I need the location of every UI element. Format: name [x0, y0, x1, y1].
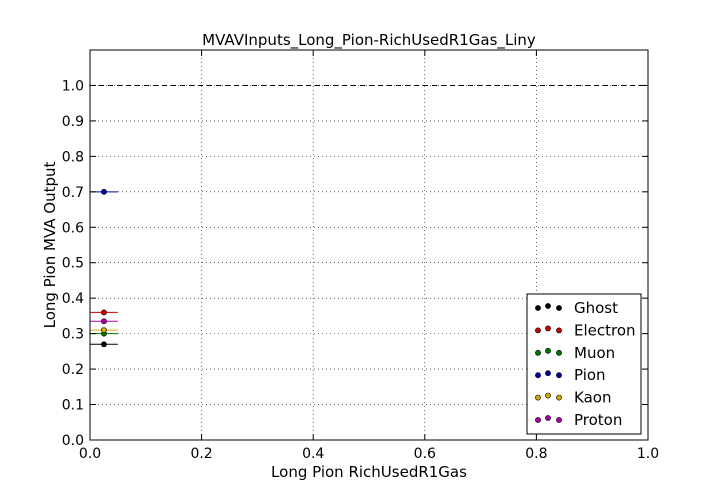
series-kaon	[90, 327, 118, 333]
y-tick-label-4: 0.4	[62, 291, 84, 307]
x-tick-label-3: 0.6	[414, 446, 436, 462]
legend-marker-electron-0	[535, 327, 541, 334]
legend-marker-muon-0	[535, 349, 541, 356]
axis-ticks: 0.0 0.2 0.4 0.6 0.8 1.0 0.0 0.1 0.2 0.3 0.4 0.5 0.6 0…	[62, 50, 659, 462]
plot-frame	[89, 49, 649, 441]
legend-marker-electron-2	[556, 327, 562, 334]
data-point-proton	[101, 318, 107, 325]
y-axis-label: Long Pion MVA Output	[41, 161, 59, 328]
legend-entry-ghost: Ghost	[535, 299, 618, 317]
y-tick-label-9: 0.9	[62, 114, 84, 130]
data-point-pion	[101, 188, 107, 195]
legend-entry-kaon: Kaon	[535, 389, 611, 407]
legend-marker-pion-0	[535, 372, 541, 379]
y-tick-label-7: 0.7	[62, 185, 84, 201]
legend-entry-muon: Muon	[535, 344, 615, 362]
legend-label-pion: Pion	[574, 366, 606, 384]
x-tick-label-1: 0.2	[190, 446, 212, 462]
legend-label-electron: Electron	[574, 321, 636, 339]
legend-box	[526, 293, 642, 435]
y-tick-label-10: 1.0	[62, 78, 84, 94]
data-point-ghost	[101, 341, 107, 348]
y-tick-label-1: 0.1	[62, 398, 84, 414]
y-tick-label-5: 0.5	[62, 256, 84, 272]
legend-marker-pion-1	[545, 370, 551, 377]
legend-label-muon: Muon	[574, 344, 615, 362]
legend-marker-proton-2	[556, 417, 562, 423]
legend-marker-electron-1	[545, 325, 551, 332]
legend-marker-muon-1	[545, 347, 551, 354]
data-point-electron	[101, 309, 107, 316]
data-points	[90, 188, 118, 348]
series-ghost	[90, 341, 118, 348]
legend-marker-muon-2	[556, 349, 562, 356]
legend-marker-kaon-1	[545, 392, 551, 399]
chart-title: MVAVInputs_Long_Pion-RichUsedR1Gas_Liny	[202, 31, 536, 50]
y-tick-label-0: 0.0	[62, 433, 84, 449]
legend-label-proton: Proton	[574, 411, 622, 429]
x-tick-label-4: 0.8	[525, 446, 547, 462]
x-tick-label-5: 1.0	[637, 446, 659, 462]
series-electron	[90, 309, 118, 316]
y-tick-label-2: 0.2	[62, 362, 84, 378]
legend-marker-ghost-2	[556, 305, 562, 311]
x-tick-label-2: 0.4	[302, 446, 324, 462]
legend-entry-electron: Electron	[535, 321, 636, 339]
legend-marker-kaon-2	[556, 394, 562, 401]
x-tick-label-0: 0.0	[79, 446, 101, 462]
legend-marker-pion-2	[556, 372, 562, 379]
legend-marker-ghost-0	[535, 305, 541, 311]
series-proton	[90, 318, 118, 325]
legend: Ghost Electron Muon Pion Kaon Proton	[526, 293, 642, 435]
y-tick-label-3: 0.3	[62, 327, 84, 343]
legend-entry-pion: Pion	[535, 366, 606, 384]
y-tick-label-8: 0.8	[62, 149, 84, 165]
data-point-kaon	[101, 327, 107, 333]
legend-marker-proton-1	[545, 415, 551, 421]
x-axis-label: Long Pion RichUsedR1Gas	[271, 463, 467, 481]
legend-marker-proton-0	[535, 417, 541, 423]
legend-label-kaon: Kaon	[574, 389, 611, 407]
y-tick-label-6: 0.6	[62, 220, 84, 236]
legend-marker-ghost-1	[545, 303, 551, 309]
legend-marker-kaon-0	[535, 394, 541, 401]
legend-entry-proton: Proton	[535, 411, 622, 429]
legend-label-ghost: Ghost	[574, 299, 618, 317]
